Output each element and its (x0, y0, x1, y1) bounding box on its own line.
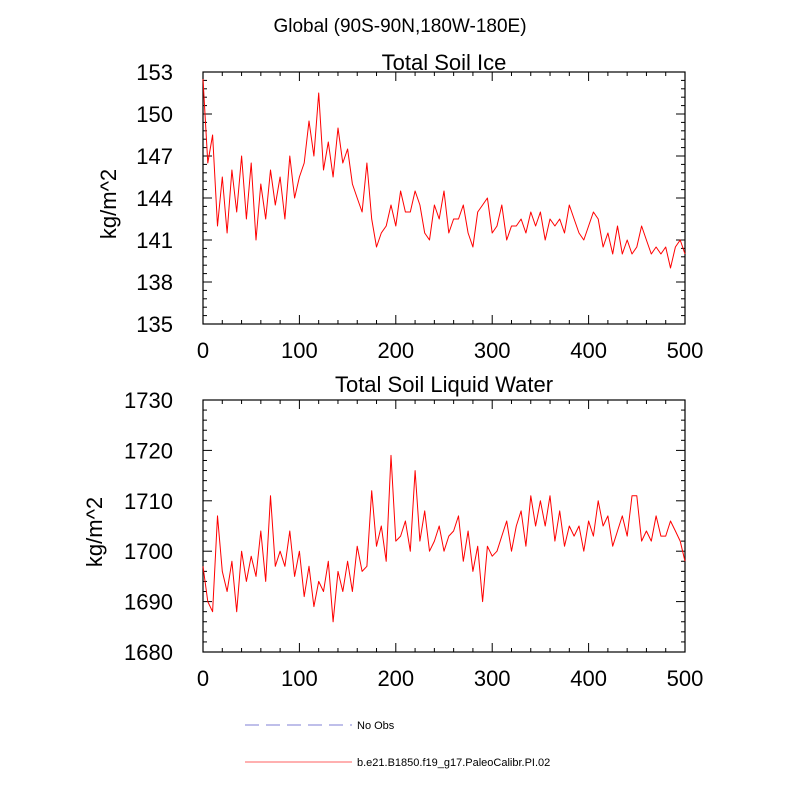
x-tick-label: 500 (667, 666, 704, 691)
y-tick-label: 135 (136, 312, 173, 337)
panel-total-soil-ice: Total Soil Ice kg/m^2 0 100 200 300 400 500 13… (96, 50, 703, 363)
series-layer (202, 454, 686, 623)
panel-title: Total Soil Ice (382, 50, 507, 75)
figure-suptitle: Global (90S-90N,180W-180E) (273, 16, 526, 37)
legend: No Obs b.e21.B1850.f19_g17.PaleoCalibr.P… (245, 720, 550, 769)
x-tick-label: 400 (570, 666, 607, 691)
panel-title: Total Soil Liquid Water (335, 372, 553, 397)
series-line (202, 78, 686, 269)
x-tick-label: 400 (570, 338, 607, 363)
y-tick-label: 1700 (124, 539, 173, 564)
tick-group: 0 100 200 300 400 500 1680 1690 1700 1710 1720 1730 (124, 388, 703, 691)
tick-group: 0 100 200 300 400 500 135 138 141 144 147 150 153 (136, 60, 703, 363)
y-tick-label: 144 (136, 186, 173, 211)
x-tick-label: 300 (474, 666, 511, 691)
y-axis-label: kg/m^2 (82, 497, 107, 567)
y-tick-label: 138 (136, 270, 173, 295)
x-tick-label: 100 (281, 338, 318, 363)
legend-label-no-obs: No Obs (357, 720, 395, 732)
x-tick-label: 200 (377, 338, 414, 363)
series-line (202, 454, 686, 623)
series-layer (202, 78, 686, 269)
plot-frame (202, 399, 686, 653)
y-tick-label: 150 (136, 102, 173, 127)
x-tick-label: 200 (377, 666, 414, 691)
x-tick-label: 0 (197, 666, 209, 691)
y-tick-label: 1730 (124, 388, 173, 413)
plot-frame (202, 71, 686, 325)
y-tick-label: 147 (136, 144, 173, 169)
y-axis-label: kg/m^2 (96, 169, 121, 239)
y-tick-label: 141 (136, 228, 173, 253)
panel-total-soil-liquid-water: Total Soil Liquid Water kg/m^2 0 100 200 30… (82, 372, 703, 691)
x-tick-label: 300 (474, 338, 511, 363)
x-tick-label: 100 (281, 666, 318, 691)
x-tick-label: 500 (667, 338, 704, 363)
y-tick-label: 1720 (124, 438, 173, 463)
y-tick-label: 1710 (124, 489, 173, 514)
x-tick-label: 0 (197, 338, 209, 363)
legend-label-series: b.e21.B1850.f19_g17.PaleoCalibr.PI.02 (357, 757, 550, 769)
y-tick-label: 1690 (124, 590, 173, 615)
y-tick-label: 153 (136, 60, 173, 85)
y-tick-label: 1680 (124, 640, 173, 665)
